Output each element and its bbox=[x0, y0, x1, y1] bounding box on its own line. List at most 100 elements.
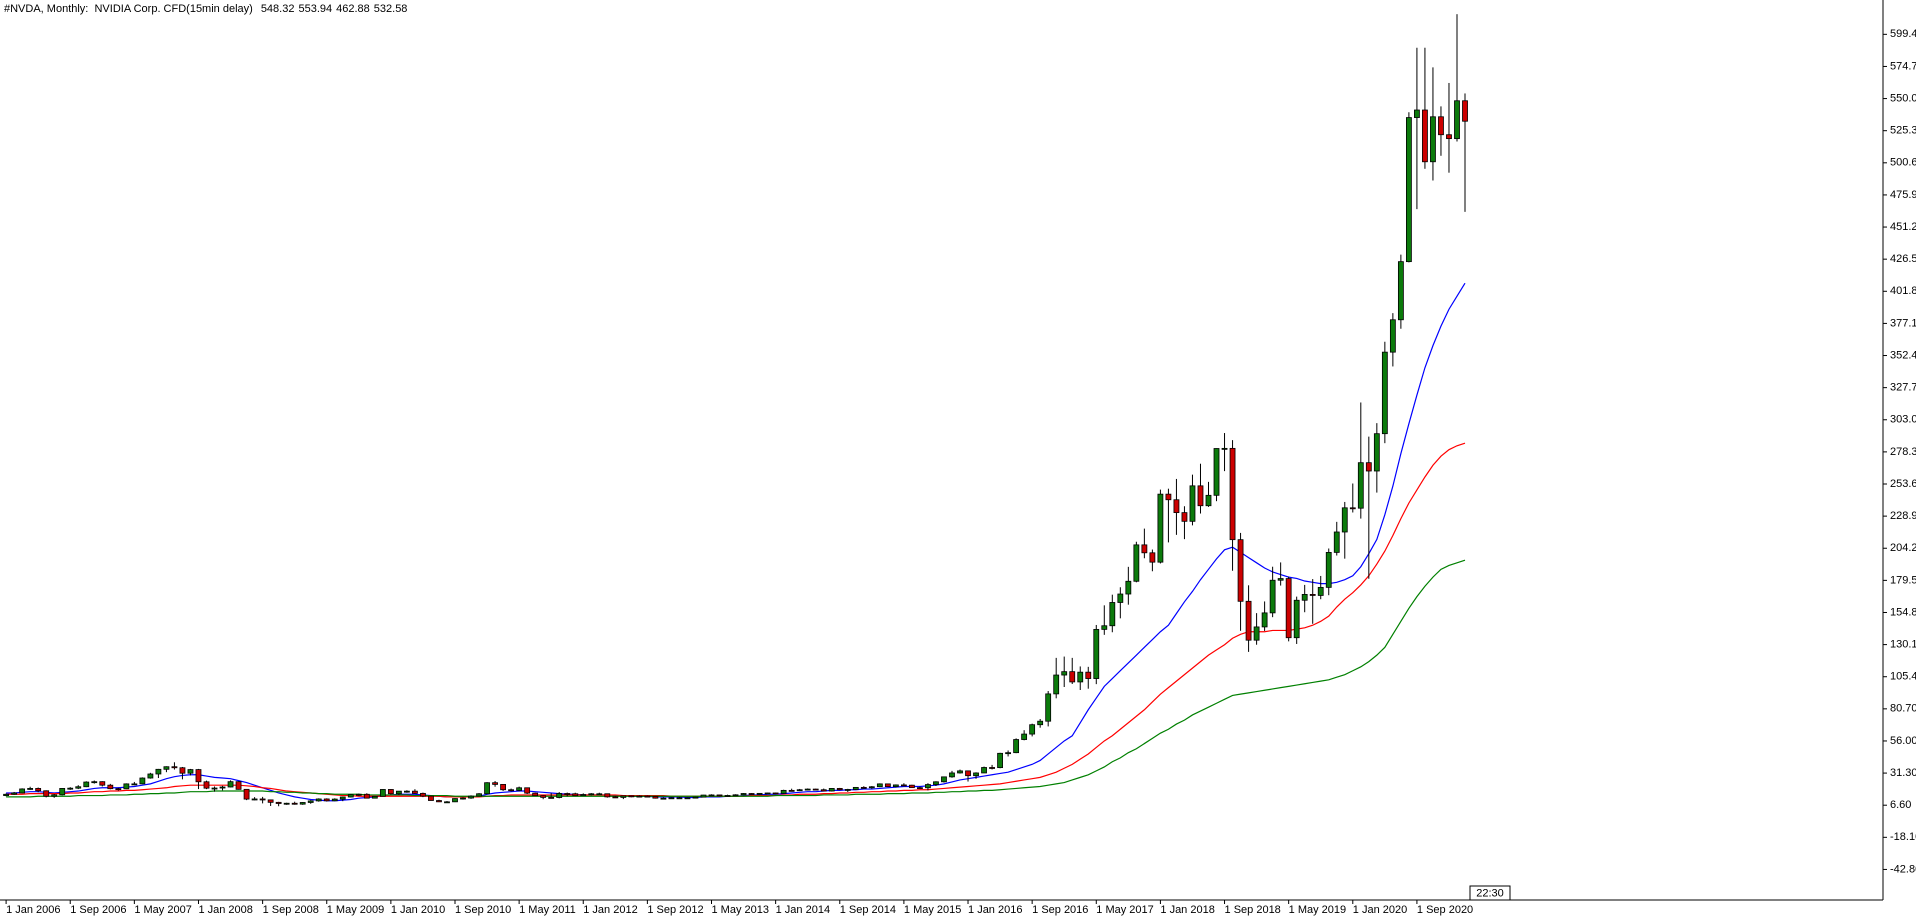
x-tick-label: 1 May 2007 bbox=[134, 904, 191, 916]
candle-body bbox=[51, 794, 58, 797]
time-box bbox=[1469, 885, 1511, 901]
candle-body bbox=[1357, 462, 1364, 509]
candle-body bbox=[1446, 134, 1452, 140]
candle-body bbox=[1181, 512, 1188, 522]
chart-title: #NVDA, Monthly: NVIDIA Corp. CFD(15min d… bbox=[4, 3, 253, 15]
candle-body bbox=[1077, 671, 1084, 683]
candle-body bbox=[909, 784, 915, 789]
candle-body bbox=[1141, 544, 1148, 554]
candle-body bbox=[1309, 594, 1316, 596]
y-tick-label: 401.80 bbox=[1890, 285, 1916, 297]
candle-body bbox=[211, 787, 218, 790]
candle-body bbox=[1245, 600, 1252, 641]
candle-body bbox=[59, 788, 66, 796]
candle-body bbox=[708, 794, 715, 797]
low-value: 462.88 bbox=[336, 3, 370, 15]
candle-body bbox=[444, 801, 450, 804]
candle-body bbox=[259, 798, 266, 801]
candle-body bbox=[596, 793, 603, 796]
candle-body bbox=[323, 798, 330, 802]
candle-body bbox=[900, 784, 907, 787]
candle-body bbox=[620, 795, 627, 798]
candle-body bbox=[740, 793, 747, 796]
candle-body bbox=[652, 796, 659, 799]
candle-body bbox=[572, 793, 579, 797]
x-tick-label: 1 Jan 2006 bbox=[6, 904, 60, 916]
candle-body bbox=[1365, 462, 1372, 472]
y-tick-label: 6.60 bbox=[1890, 799, 1911, 811]
candle-body bbox=[1173, 499, 1180, 514]
candle-body bbox=[1430, 116, 1436, 163]
y-tick-label: 500.60 bbox=[1890, 157, 1916, 169]
candle-body bbox=[484, 782, 490, 795]
candle-body bbox=[1301, 594, 1308, 601]
candle-body bbox=[1221, 447, 1228, 450]
candle-body bbox=[3, 793, 9, 796]
candle-body bbox=[580, 794, 587, 797]
y-tick-label: 451.20 bbox=[1890, 221, 1916, 233]
candle-body bbox=[412, 790, 418, 794]
candle-body bbox=[1157, 493, 1164, 563]
y-tick-label: -18.10 bbox=[1890, 831, 1916, 843]
candle-body bbox=[291, 802, 298, 805]
candle-body bbox=[676, 797, 683, 800]
y-tick-label: 56.00 bbox=[1890, 735, 1916, 747]
candle-body bbox=[1133, 544, 1140, 582]
candle-body bbox=[997, 752, 1003, 769]
x-tick-label: 1 Sep 2016 bbox=[1032, 904, 1088, 916]
y-tick-label: 475.90 bbox=[1890, 189, 1916, 201]
candle-body bbox=[147, 773, 154, 779]
x-tick-label: 1 May 2013 bbox=[712, 904, 769, 916]
candle-body bbox=[588, 793, 595, 796]
candle-body bbox=[892, 784, 899, 788]
candle-body bbox=[732, 794, 739, 797]
candle-body bbox=[155, 768, 162, 775]
candle-body bbox=[981, 767, 987, 774]
candle-body bbox=[227, 781, 234, 788]
candle-body bbox=[716, 794, 723, 797]
x-tick-label: 1 Sep 2008 bbox=[263, 904, 319, 916]
y-tick-label: 228.90 bbox=[1890, 510, 1916, 522]
candle-body bbox=[828, 788, 835, 792]
candle-body bbox=[283, 802, 290, 805]
x-tick-label: 1 Jan 2008 bbox=[198, 904, 252, 916]
candle-body bbox=[1189, 485, 1196, 522]
candle-body bbox=[1373, 433, 1380, 472]
x-tick-label: 1 Jan 2016 bbox=[968, 904, 1022, 916]
candle-body bbox=[724, 795, 731, 797]
candle-body bbox=[1085, 671, 1092, 679]
candle-body bbox=[476, 793, 482, 797]
candle-body bbox=[363, 793, 370, 799]
time-label: 22:30 bbox=[1476, 887, 1504, 899]
candle-body bbox=[660, 797, 667, 800]
candle-body bbox=[524, 787, 531, 794]
candle-body bbox=[604, 793, 611, 798]
x-tick-label: 1 May 2019 bbox=[1289, 904, 1346, 916]
candle-body bbox=[1229, 447, 1236, 541]
x-tick-label: 1 Sep 2018 bbox=[1225, 904, 1281, 916]
x-tick-label: 1 Sep 2020 bbox=[1417, 904, 1473, 916]
candle-body bbox=[1101, 625, 1108, 630]
candle-body bbox=[387, 789, 394, 795]
x-tick-label: 1 Jan 2018 bbox=[1160, 904, 1214, 916]
y-tick-label: 31.30 bbox=[1890, 767, 1916, 779]
candle-body bbox=[219, 786, 226, 789]
candle-body bbox=[1422, 109, 1428, 163]
candle-body bbox=[1333, 531, 1340, 553]
candle-body bbox=[1053, 674, 1060, 695]
candle-body bbox=[764, 792, 771, 795]
y-tick-label: 352.40 bbox=[1890, 349, 1916, 361]
candle-body bbox=[772, 792, 779, 795]
candle-body bbox=[1237, 539, 1244, 602]
candle-body bbox=[548, 796, 555, 799]
candle-body bbox=[115, 788, 122, 791]
x-tick-label: 1 Sep 2006 bbox=[70, 904, 126, 916]
candle-body bbox=[395, 790, 402, 795]
candle-body bbox=[780, 789, 787, 794]
candle-body bbox=[1061, 671, 1068, 676]
candle-body bbox=[1341, 507, 1348, 533]
candle-body bbox=[171, 766, 178, 769]
candle-body bbox=[532, 792, 539, 797]
y-tick-label: 80.70 bbox=[1890, 703, 1916, 715]
